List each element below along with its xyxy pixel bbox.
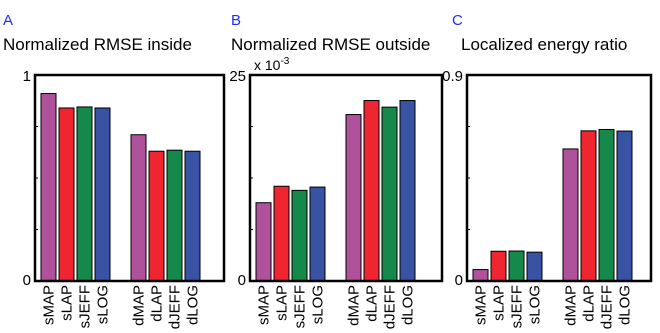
panel-letter-a: A (3, 12, 13, 29)
bar-sMAP-b (255, 202, 272, 282)
panel-letter-b: B (231, 12, 241, 29)
bar-sJEFF-c (508, 250, 525, 282)
bar-dLOG-a (184, 150, 201, 282)
bar-dJEFF-a (166, 149, 183, 282)
y-tick-label-a: 0 (23, 272, 31, 289)
x-tick-label-sLOG-b: sLOG (310, 285, 327, 324)
bar-sLAP-c (490, 250, 507, 282)
x-tick-label-dMAP-c: dMAP (563, 285, 580, 326)
panel-title-b: Normalized RMSE outside (231, 35, 430, 54)
panel-letter-c: C (452, 12, 463, 29)
y-tick-label-b: 0 (238, 272, 246, 289)
bar-dJEFF-b (381, 106, 398, 282)
x-tick-label-sLOG-c: sLOG (527, 285, 544, 324)
x-tick-label-dJEFF-a: dJEFF (167, 285, 184, 329)
bar-dMAP-c (562, 148, 579, 282)
x-tick-label-dLOG-a: dLOG (185, 285, 202, 325)
bar-sLAP-b (273, 185, 290, 282)
x-tick-label-sLAP-a: sLAP (59, 285, 76, 321)
bar-dMAP-b (345, 114, 362, 282)
x-tick-label-sJEFF-a: sJEFF (77, 285, 94, 328)
bar-dJEFF-c (598, 128, 615, 282)
x-tick-label-dMAP-a: dMAP (131, 285, 148, 326)
x-tick-label-dJEFF-b: dJEFF (382, 285, 399, 329)
bar-sJEFF-b (291, 189, 308, 282)
bar-dLOG-b (399, 100, 416, 282)
bar-sLOG-c (526, 251, 543, 282)
x-tick-label-dLAP-c: dLAP (581, 285, 598, 322)
bar-sLOG-b (309, 186, 326, 282)
panel-title-c: Localized energy ratio (461, 35, 627, 54)
x-tick-label-dLOG-c: dLOG (617, 285, 634, 325)
y-tick-label-b: 25 (229, 68, 246, 85)
bar-dLOG-c (616, 130, 633, 282)
y-exponent-label-b: x 10-3 (254, 56, 290, 73)
bar-sJEFF-a (76, 106, 93, 282)
bar-dMAP-a (130, 134, 147, 282)
x-tick-label-sMAP-c: sMAP (473, 285, 490, 325)
x-tick-label-sMAP-b: sMAP (256, 285, 273, 325)
x-tick-label-sLOG-a: sLOG (95, 285, 112, 324)
x-tick-label-sLAP-c: sLAP (491, 285, 508, 321)
bar-sLAP-a (58, 107, 75, 282)
bar-sMAP-a (40, 93, 57, 282)
y-tick-label-a: 1 (23, 68, 31, 85)
x-tick-label-sJEFF-b: sJEFF (292, 285, 309, 328)
y-tick-label-c: 0.9 (442, 68, 463, 85)
panel-title-a: Normalized RMSE inside (3, 35, 192, 54)
x-tick-label-dLAP-a: dLAP (149, 285, 166, 322)
bar-dLAP-b (363, 100, 380, 282)
x-tick-label-dLAP-b: dLAP (364, 285, 381, 322)
bar-dLAP-c (580, 130, 597, 282)
x-tick-label-sLAP-b: sLAP (274, 285, 291, 321)
bar-sLOG-a (94, 107, 111, 282)
x-tick-label-dLOG-b: dLOG (400, 285, 417, 325)
bar-sMAP-c (472, 269, 489, 282)
x-tick-label-dMAP-b: dMAP (346, 285, 363, 326)
bar-dLAP-a (148, 150, 165, 282)
x-tick-label-sJEFF-c: sJEFF (509, 285, 526, 328)
y-tick-label-c: 0 (455, 272, 463, 289)
x-tick-label-dJEFF-c: dJEFF (599, 285, 616, 329)
x-tick-label-sMAP-a: sMAP (41, 285, 58, 325)
